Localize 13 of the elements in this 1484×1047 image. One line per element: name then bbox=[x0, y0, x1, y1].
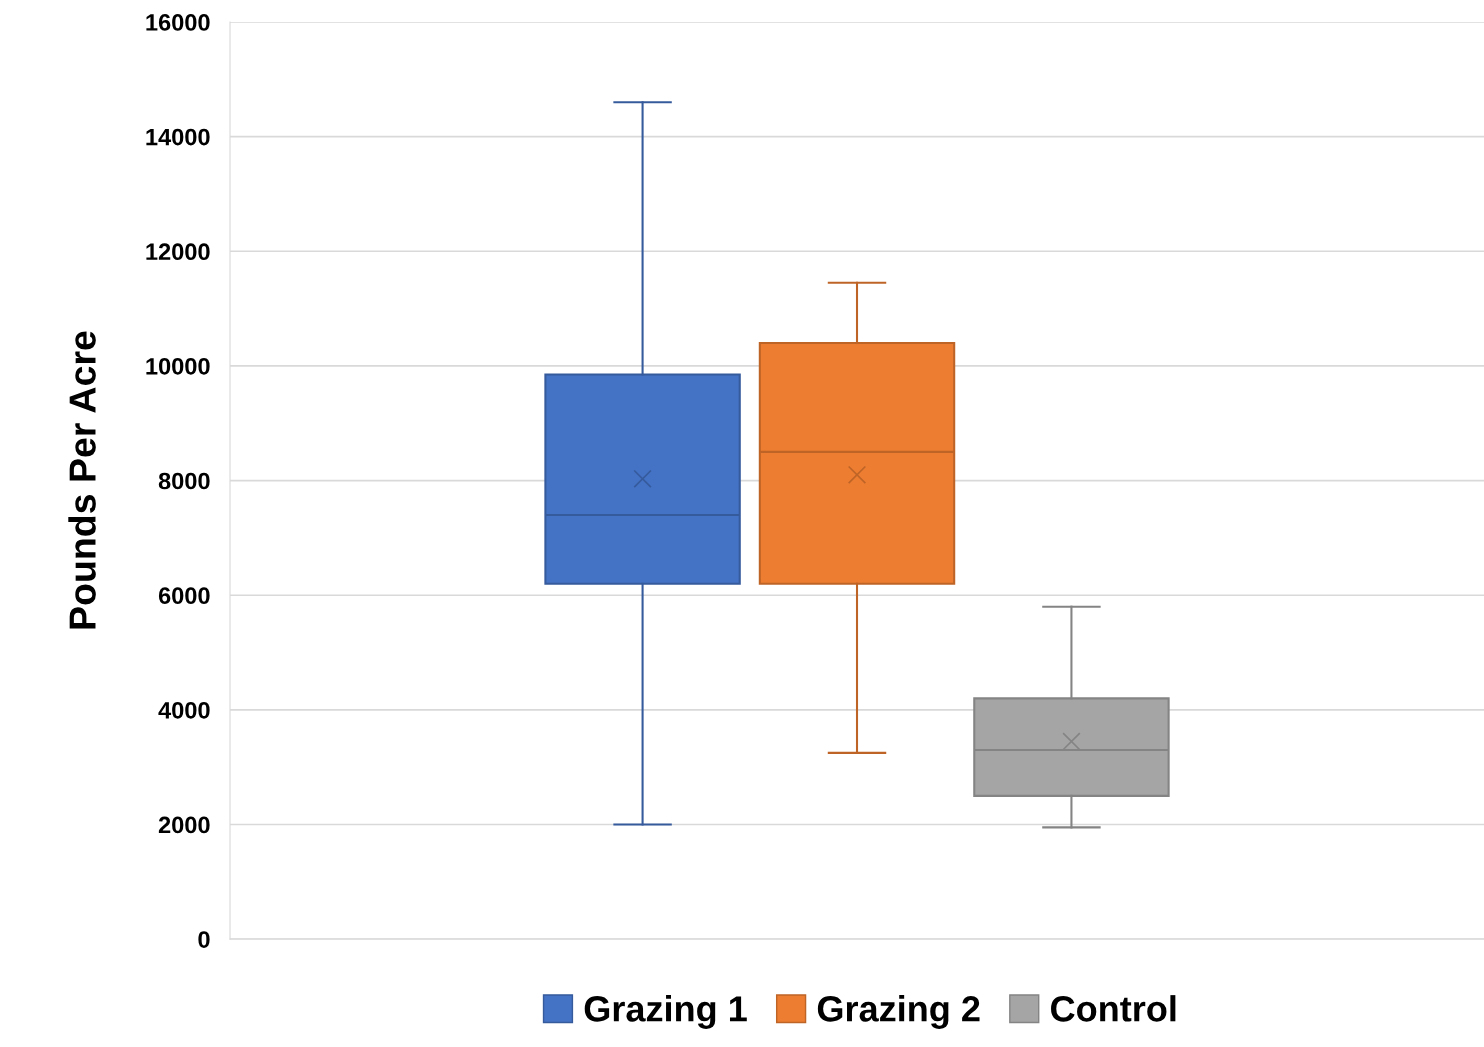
legend-label: Grazing 1 bbox=[584, 995, 747, 1029]
legend-label: Grazing 2 bbox=[817, 995, 980, 1029]
y-tick-label: 10000 bbox=[146, 357, 210, 375]
y-tick-label: 0 bbox=[198, 931, 210, 948]
y-tick-label: 4000 bbox=[158, 701, 210, 719]
y-axis-title: Pounds Per Acre bbox=[68, 331, 96, 629]
y-tick-label: 8000 bbox=[158, 472, 210, 490]
legend-label: Control bbox=[1051, 995, 1176, 1022]
y-tick-label: 14000 bbox=[146, 128, 210, 146]
y-tick-label: 16000 bbox=[146, 14, 210, 31]
y-tick-label: 6000 bbox=[158, 587, 210, 605]
y-tick-label: 2000 bbox=[158, 816, 210, 834]
y-tick-label: 12000 bbox=[146, 243, 210, 261]
